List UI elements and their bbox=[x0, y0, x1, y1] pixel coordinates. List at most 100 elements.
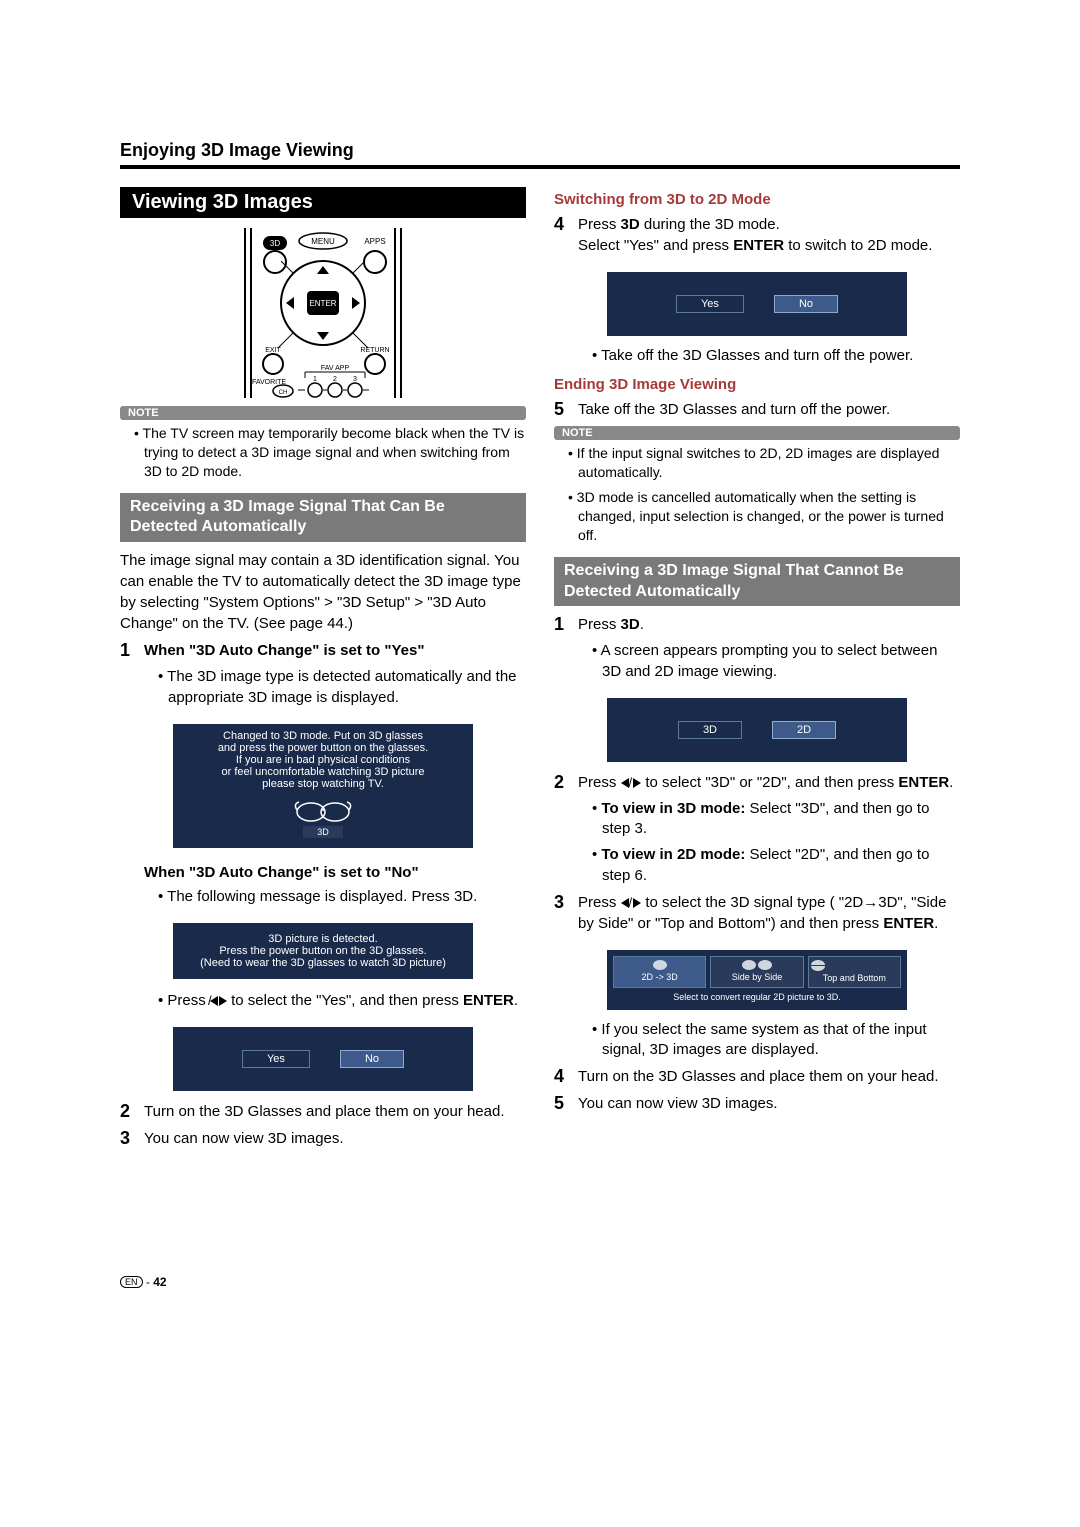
right-column: Switching from 3D to 2D Mode 4 Press 3D … bbox=[554, 187, 960, 1155]
no-bullet: The following message is displayed. Pres… bbox=[158, 887, 526, 907]
period: . bbox=[514, 992, 518, 1009]
3d-2d-dialog: 3D 2D bbox=[607, 698, 907, 762]
note-tag-r: NOTE bbox=[554, 426, 960, 440]
svg-text:1: 1 bbox=[313, 376, 317, 383]
r1-bold: 3D bbox=[621, 616, 640, 633]
switch-heading: Switching from 3D to 2D Mode bbox=[554, 191, 960, 208]
left-right-arrows-icon: / bbox=[621, 894, 642, 912]
rstep-2: 2 Press / to select "3D" or "2D", and th… bbox=[554, 772, 960, 793]
dialog-yes-button[interactable]: Yes bbox=[242, 1050, 310, 1068]
step-4-number: 4 bbox=[554, 214, 570, 256]
step-5-number: 5 bbox=[554, 399, 570, 420]
remote-return-label: RETURN bbox=[360, 347, 389, 354]
columns: Viewing 3D Images 3D MENU APPS ENTER bbox=[120, 187, 960, 1155]
remote-3d-label: 3D bbox=[270, 239, 280, 248]
remote-favapp-label: FAV APP bbox=[321, 365, 350, 372]
dialog-2d-button[interactable]: 2D bbox=[772, 721, 836, 739]
step-1: 1 When "3D Auto Change" is set to "Yes" bbox=[120, 640, 526, 661]
dialog-3d-button[interactable]: 3D bbox=[678, 721, 742, 739]
s4-l2-bold: ENTER bbox=[733, 237, 784, 254]
step-3: 3 You can now view 3D images. bbox=[120, 1128, 526, 1149]
press-pre: Press bbox=[167, 992, 210, 1009]
s4-l1-post: during the 3D mode. bbox=[640, 216, 780, 233]
page-number: 42 bbox=[153, 1275, 166, 1289]
title-rule bbox=[120, 165, 960, 169]
r3-post: . bbox=[934, 915, 938, 932]
press-post: to select the "Yes", and then press bbox=[231, 992, 463, 1009]
step-1-number: 1 bbox=[120, 640, 136, 661]
svg-text:3: 3 bbox=[353, 376, 357, 383]
screen-yes-l3: If you are in bad physical conditions bbox=[185, 754, 461, 766]
dialog-no-button[interactable]: No bbox=[340, 1050, 404, 1068]
dialog-no-button-r[interactable]: No bbox=[774, 295, 838, 313]
dialog-yes-button-r[interactable]: Yes bbox=[676, 295, 744, 313]
s4-l1-bold: 3D bbox=[621, 216, 640, 233]
r2b1-pre: To view in 3D mode: bbox=[601, 800, 745, 817]
signal-top-bottom[interactable]: Top and Bottom bbox=[808, 956, 901, 988]
step-4-bullet: Take off the 3D Glasses and turn off the… bbox=[592, 346, 960, 366]
step-3-text: You can now view 3D images. bbox=[144, 1128, 526, 1149]
remote-ch-label: CH bbox=[279, 390, 288, 396]
s4-l1-pre: Press bbox=[578, 216, 621, 233]
screen-yes-l2: and press the power button on the glasse… bbox=[185, 742, 461, 754]
page-footer: EN - 42 bbox=[120, 1275, 960, 1289]
r2-bullet-1: To view in 3D mode: Select "3D", and the… bbox=[592, 799, 960, 840]
left-right-arrows-icon: / bbox=[621, 774, 642, 792]
remote-apps-label: APPS bbox=[364, 237, 385, 246]
note-text: The TV screen may temporarily become bla… bbox=[134, 424, 526, 481]
signal-type-dialog: 2D -> 3D Side by Side Top and Bottom Sel… bbox=[607, 950, 907, 1010]
step-1-bullet: The 3D image type is detected automatica… bbox=[158, 667, 526, 708]
r3-bullet: If you select the same system as that of… bbox=[592, 1020, 960, 1061]
ending-heading: Ending 3D Image Viewing bbox=[554, 376, 960, 393]
rstep-3-text: Press / to select the 3D signal type ( "… bbox=[578, 892, 960, 934]
press-select-yes: Press / to select the "Yes", and then pr… bbox=[158, 991, 526, 1011]
remote-illustration: 3D MENU APPS ENTER EXIT bbox=[120, 228, 526, 398]
enter-word: ENTER bbox=[463, 992, 514, 1009]
step-5-text: Take off the 3D Glasses and turn off the… bbox=[578, 399, 960, 420]
step-5: 5 Take off the 3D Glasses and turn off t… bbox=[554, 399, 960, 420]
rstep-5-number: 5 bbox=[554, 1093, 570, 1114]
r2-mid: to select "3D" or "2D", and then press bbox=[645, 774, 898, 791]
rstep-2-number: 2 bbox=[554, 772, 570, 793]
yes-no-dialog-r: Yes No bbox=[607, 272, 907, 336]
svg-text:2: 2 bbox=[333, 376, 337, 383]
sig-2d3d-label: 2D -> 3D bbox=[642, 972, 678, 982]
glasses-icon bbox=[291, 796, 355, 824]
signal-side-by-side[interactable]: Side by Side bbox=[710, 956, 803, 988]
note-tag: NOTE bbox=[120, 406, 526, 420]
s4-l2-pre: Select "Yes" and press bbox=[578, 237, 733, 254]
rstep-1-number: 1 bbox=[554, 614, 570, 635]
step-2: 2 Turn on the 3D Glasses and place them … bbox=[120, 1101, 526, 1122]
rstep-4-number: 4 bbox=[554, 1066, 570, 1087]
rstep-1-bullet: A screen appears prompting you to select… bbox=[592, 641, 960, 682]
s4-l2-post: to switch to 2D mode. bbox=[784, 237, 932, 254]
sig-sbs-label: Side by Side bbox=[732, 972, 783, 982]
signal-2d-3d[interactable]: 2D -> 3D bbox=[613, 956, 706, 988]
step-4-text: Press 3D during the 3D mode. Select "Yes… bbox=[578, 214, 960, 256]
no-heading: When "3D Auto Change" is set to "No" bbox=[144, 864, 526, 881]
r2b2-pre: To view in 2D mode: bbox=[601, 846, 745, 863]
step-2-number: 2 bbox=[120, 1101, 136, 1122]
no-bullet-text: The following message is displayed. Pres… bbox=[167, 888, 477, 905]
remote-exit-label: EXIT bbox=[265, 347, 281, 354]
step-4: 4 Press 3D during the 3D mode. Select "Y… bbox=[554, 214, 960, 256]
step-2-text: Turn on the 3D Glasses and place them on… bbox=[144, 1101, 526, 1122]
rstep-5-text: You can now view 3D images. bbox=[578, 1093, 960, 1114]
en-badge: EN bbox=[120, 1276, 143, 1288]
screen-3d-detected-yes: Changed to 3D mode. Put on 3D glasses an… bbox=[173, 724, 473, 848]
rstep-3: 3 Press / to select the 3D signal type (… bbox=[554, 892, 960, 934]
rstep-4: 4 Turn on the 3D Glasses and place them … bbox=[554, 1066, 960, 1087]
screen-no-l1: 3D picture is detected. bbox=[189, 933, 457, 945]
r2-post: . bbox=[949, 774, 953, 791]
rstep-3-number: 3 bbox=[554, 892, 570, 934]
rstep-1-text: Press 3D. bbox=[578, 614, 960, 635]
r1-pre: Press bbox=[578, 616, 621, 633]
note-r-b1: If the input signal switches to 2D, 2D i… bbox=[568, 444, 960, 482]
rstep-4-text: Turn on the 3D Glasses and place them on… bbox=[578, 1066, 960, 1087]
screen-yes-l4: or feel uncomfortable watching 3D pictur… bbox=[185, 766, 461, 778]
gray-heading-auto-detect: Receiving a 3D Image Signal That Can Be … bbox=[120, 493, 526, 543]
screen-no-l3: (Need to wear the 3D glasses to watch 3D… bbox=[189, 957, 457, 969]
section-heading-viewing-3d: Viewing 3D Images bbox=[120, 187, 526, 218]
auto-detect-intro: The image signal may contain a 3D identi… bbox=[120, 550, 526, 634]
gray-heading-cannot-detect: Receiving a 3D Image Signal That Cannot … bbox=[554, 557, 960, 607]
